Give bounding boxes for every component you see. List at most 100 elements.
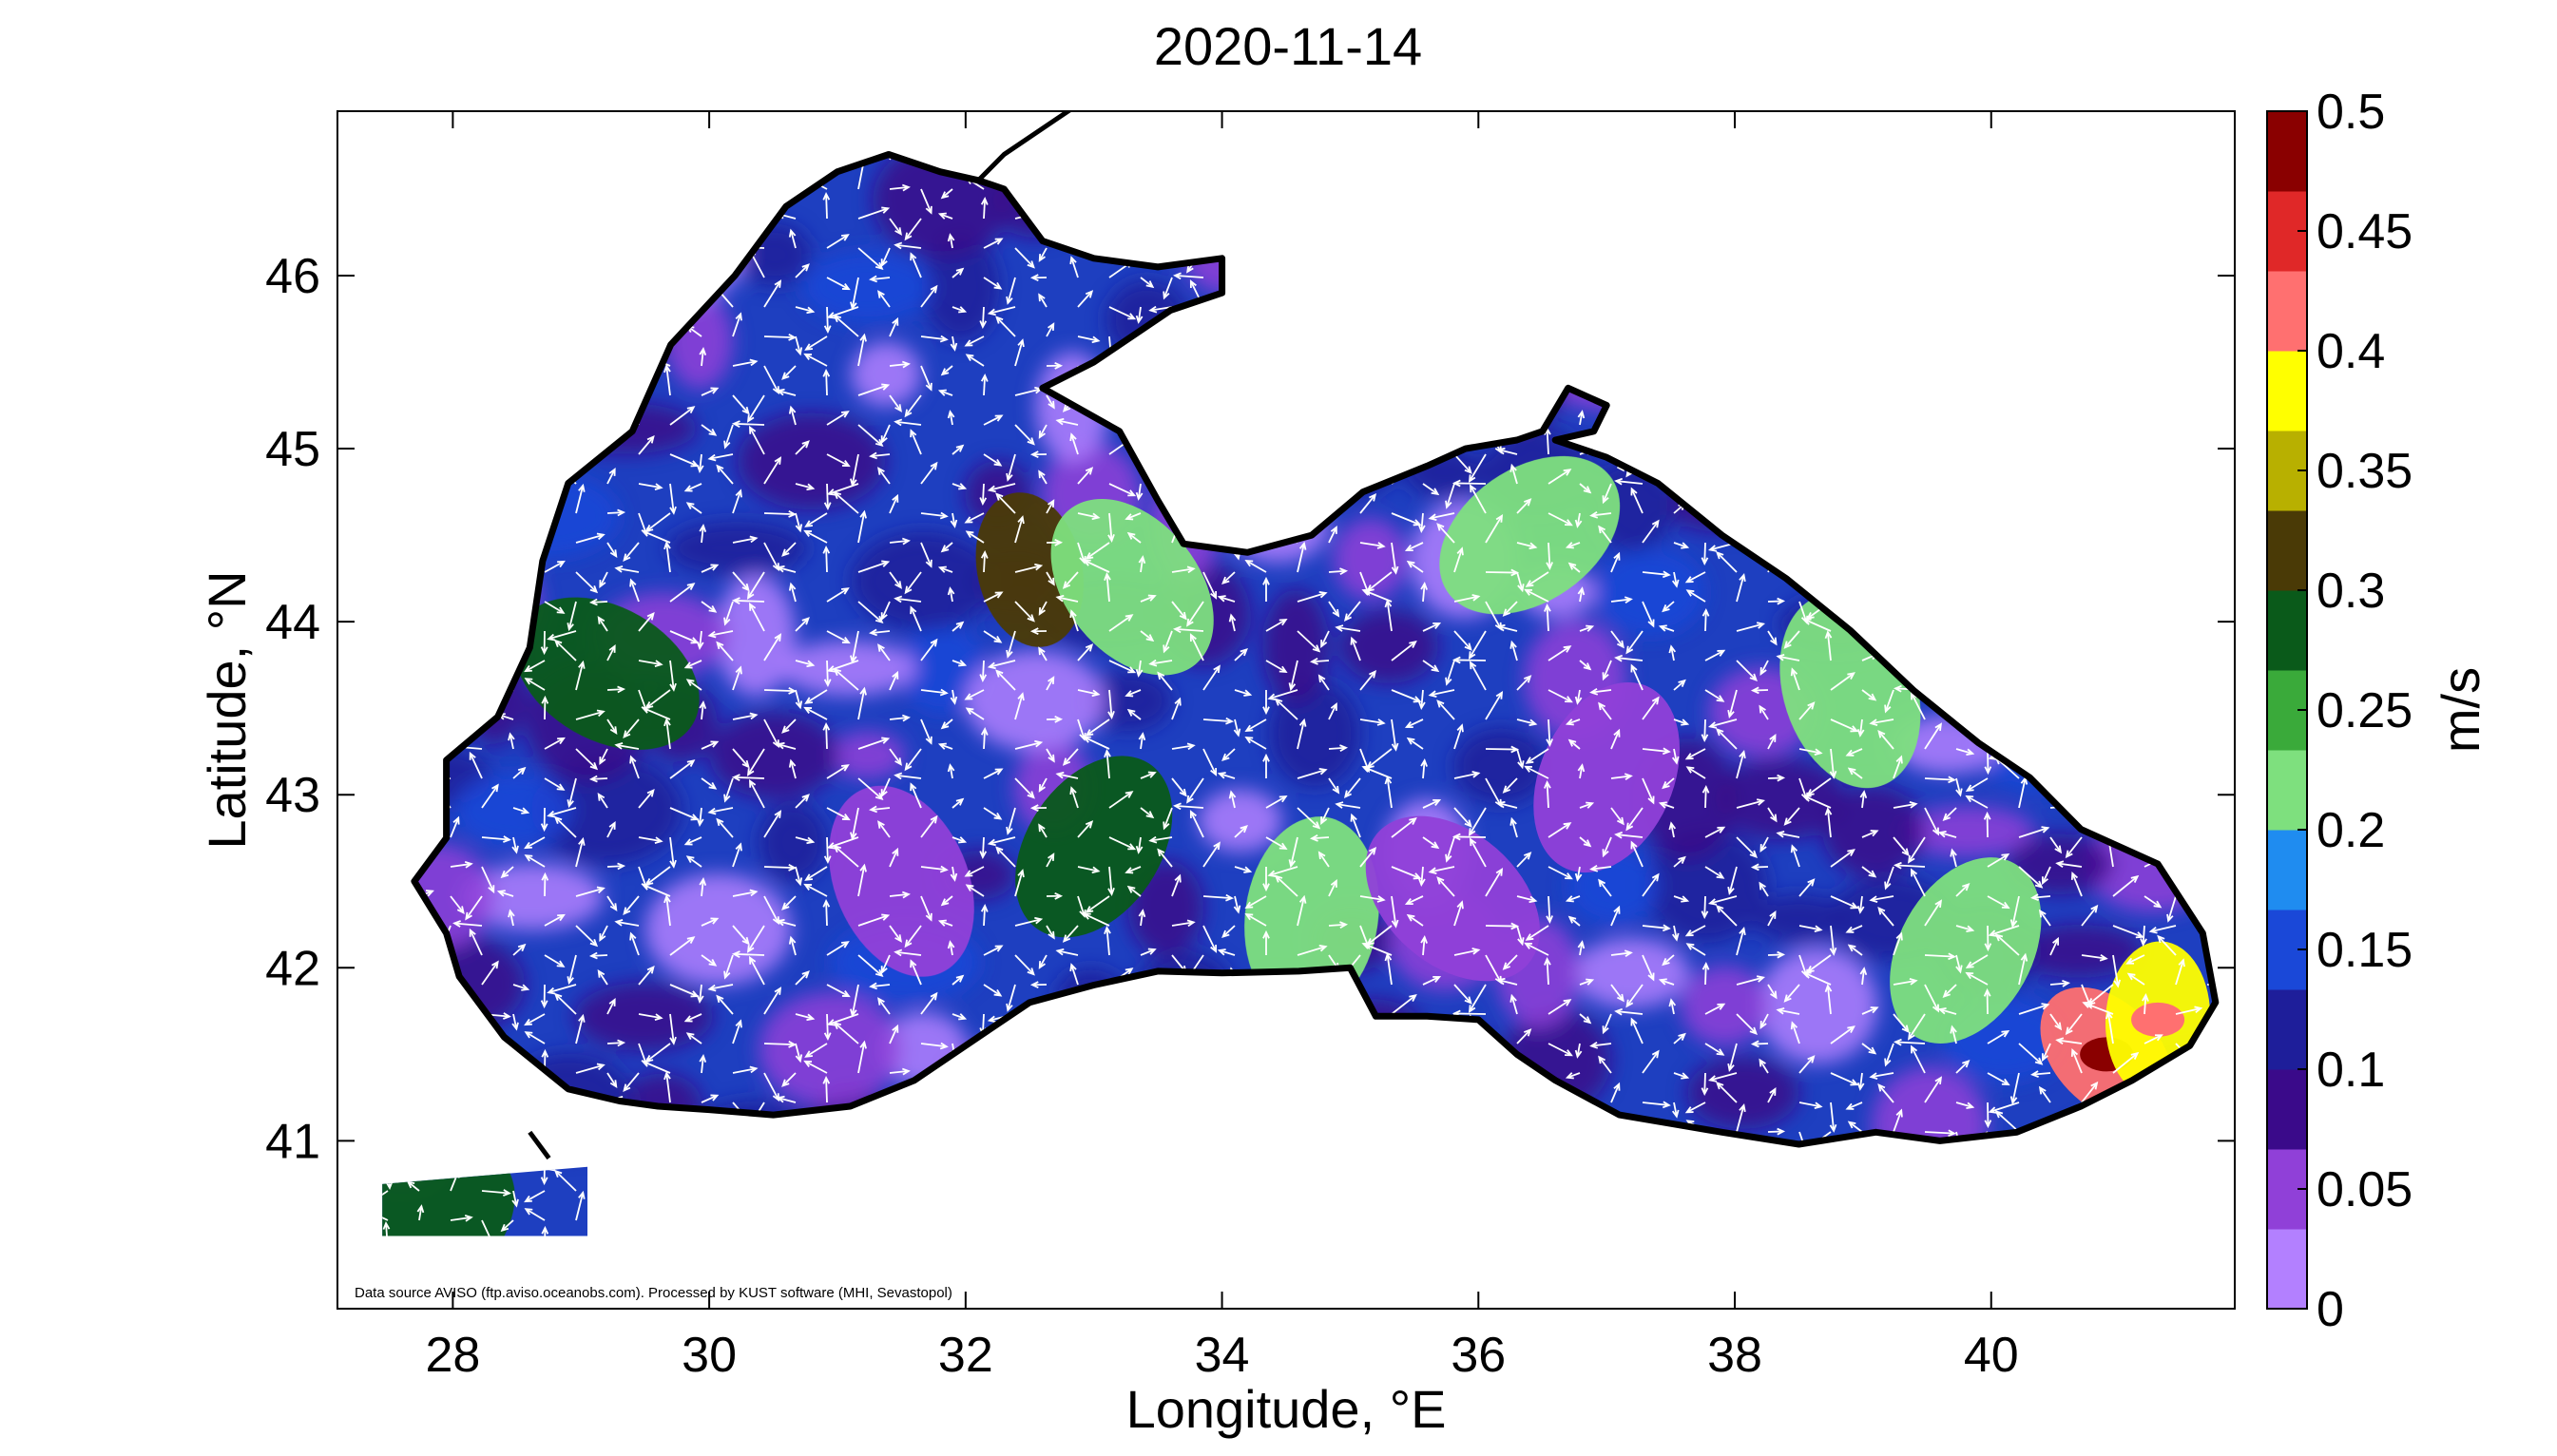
velocity-arrow bbox=[983, 238, 1004, 249]
velocity-arrow bbox=[1297, 590, 1328, 603]
velocity-arrow bbox=[1297, 277, 1321, 299]
velocity-arrow bbox=[1736, 572, 1746, 603]
velocity-arrow bbox=[1137, 130, 1143, 145]
velocity-arrow bbox=[942, 1250, 952, 1258]
velocity-arrow bbox=[1589, 511, 1612, 519]
velocity-arrow bbox=[1082, 382, 1110, 396]
velocity-arrow bbox=[2082, 294, 2114, 308]
colorbar-label: m/s bbox=[2431, 667, 2490, 753]
velocity-arrow bbox=[1924, 599, 1957, 607]
velocity-arrow bbox=[606, 644, 616, 661]
velocity-arrow bbox=[2175, 1219, 2195, 1236]
velocity-arrow bbox=[597, 616, 608, 632]
velocity-arrow bbox=[1736, 749, 1746, 779]
velocity-arrow bbox=[1469, 1191, 1487, 1221]
velocity-arrow bbox=[1148, 659, 1173, 667]
velocity-arrow bbox=[2144, 680, 2163, 691]
velocity-arrow bbox=[1186, 601, 1204, 627]
velocity-arrow bbox=[1956, 1237, 1969, 1250]
velocity-arrow bbox=[2148, 748, 2177, 757]
velocity-arrow bbox=[1861, 159, 1877, 171]
chart-title: 2020-11-14 bbox=[1154, 16, 1422, 76]
velocity-arrow bbox=[2070, 163, 2083, 190]
velocity-arrow bbox=[1845, 748, 1863, 757]
velocity-arrow bbox=[732, 712, 759, 720]
velocity-arrow bbox=[1069, 609, 1079, 632]
velocity-arrow bbox=[2112, 954, 2122, 988]
velocity-arrow bbox=[1671, 218, 1680, 235]
velocity-arrow bbox=[544, 601, 566, 614]
velocity-arrow bbox=[2086, 277, 2114, 299]
velocity-arrow bbox=[1861, 866, 1877, 878]
velocity-arrow bbox=[1845, 218, 1863, 226]
velocity-arrow bbox=[1965, 777, 1989, 792]
y-tick-label: 46 bbox=[265, 249, 320, 304]
velocity-arrow bbox=[1266, 130, 1286, 142]
velocity-arrow bbox=[1893, 978, 1918, 986]
velocity-arrow bbox=[1642, 872, 1660, 897]
velocity-arrow bbox=[2030, 540, 2051, 547]
velocity-arrow bbox=[356, 941, 370, 955]
velocity-arrow bbox=[1965, 971, 1989, 986]
velocity-arrow bbox=[2049, 229, 2060, 249]
velocity-arrow bbox=[2144, 1034, 2163, 1044]
velocity-arrow bbox=[1937, 1006, 1957, 1015]
colorbar-tick-label: 0.1 bbox=[2317, 1043, 2385, 1098]
velocity-arrow bbox=[937, 1096, 953, 1103]
velocity-arrow bbox=[2144, 718, 2163, 732]
velocity-arrow bbox=[1502, 954, 1518, 970]
velocity-arrow bbox=[857, 913, 891, 927]
velocity-arrow bbox=[1163, 453, 1173, 477]
velocity-arrow bbox=[1767, 734, 1777, 750]
velocity-arrow bbox=[1038, 293, 1048, 308]
velocity-arrow bbox=[1509, 286, 1518, 308]
velocity-arrow bbox=[2049, 980, 2070, 987]
velocity-arrow bbox=[544, 1131, 566, 1144]
velocity-arrow bbox=[469, 928, 483, 956]
velocity-arrow bbox=[1759, 1235, 1766, 1236]
velocity-arrow bbox=[544, 777, 566, 791]
velocity-arrow bbox=[641, 529, 671, 544]
velocity-arrow bbox=[1525, 748, 1549, 764]
velocity-arrow bbox=[1516, 748, 1525, 770]
velocity-arrow bbox=[1546, 365, 1553, 394]
velocity-arrow bbox=[337, 1067, 356, 1073]
velocity-arrow bbox=[512, 236, 527, 249]
velocity-arrow bbox=[575, 355, 606, 367]
velocity-arrow bbox=[889, 1200, 899, 1221]
velocity-arrow bbox=[1955, 883, 1971, 897]
velocity-arrow bbox=[1642, 777, 1655, 805]
velocity-arrow bbox=[1320, 807, 1330, 826]
colorbar-segment bbox=[2267, 510, 2307, 591]
velocity-arrow bbox=[1924, 807, 1940, 836]
velocity-arrow bbox=[382, 161, 391, 190]
velocity-arrow bbox=[547, 453, 577, 465]
velocity-arrow bbox=[1869, 718, 1894, 726]
velocity-arrow bbox=[1988, 571, 2020, 584]
velocity-arrow bbox=[547, 630, 577, 642]
velocity-arrow bbox=[1658, 801, 1675, 809]
velocity-arrow bbox=[1350, 1166, 1361, 1192]
velocity-arrow bbox=[952, 1151, 965, 1162]
velocity-arrow bbox=[1658, 624, 1675, 632]
velocity-arrow bbox=[607, 116, 615, 130]
velocity-arrow bbox=[663, 187, 671, 220]
velocity-arrow bbox=[1548, 292, 1572, 308]
velocity-arrow bbox=[1486, 1276, 1517, 1282]
velocity-arrow bbox=[1408, 1269, 1423, 1279]
velocity-arrow bbox=[889, 183, 911, 192]
velocity-arrow bbox=[1525, 394, 1549, 411]
velocity-arrow bbox=[441, 394, 452, 417]
velocity-arrow bbox=[904, 571, 922, 595]
velocity-arrow bbox=[638, 159, 648, 183]
velocity-arrow bbox=[1391, 1072, 1399, 1105]
velocity-arrow bbox=[2081, 776, 2108, 785]
velocity-arrow bbox=[2191, 539, 2207, 546]
velocity-arrow bbox=[1046, 1068, 1064, 1077]
velocity-arrow bbox=[910, 252, 922, 278]
velocity-arrow bbox=[833, 667, 859, 691]
velocity-arrow bbox=[1485, 392, 1520, 400]
velocity-arrow bbox=[1642, 424, 1655, 451]
velocity-arrow bbox=[2143, 111, 2148, 130]
velocity-arrow bbox=[1267, 866, 1298, 878]
